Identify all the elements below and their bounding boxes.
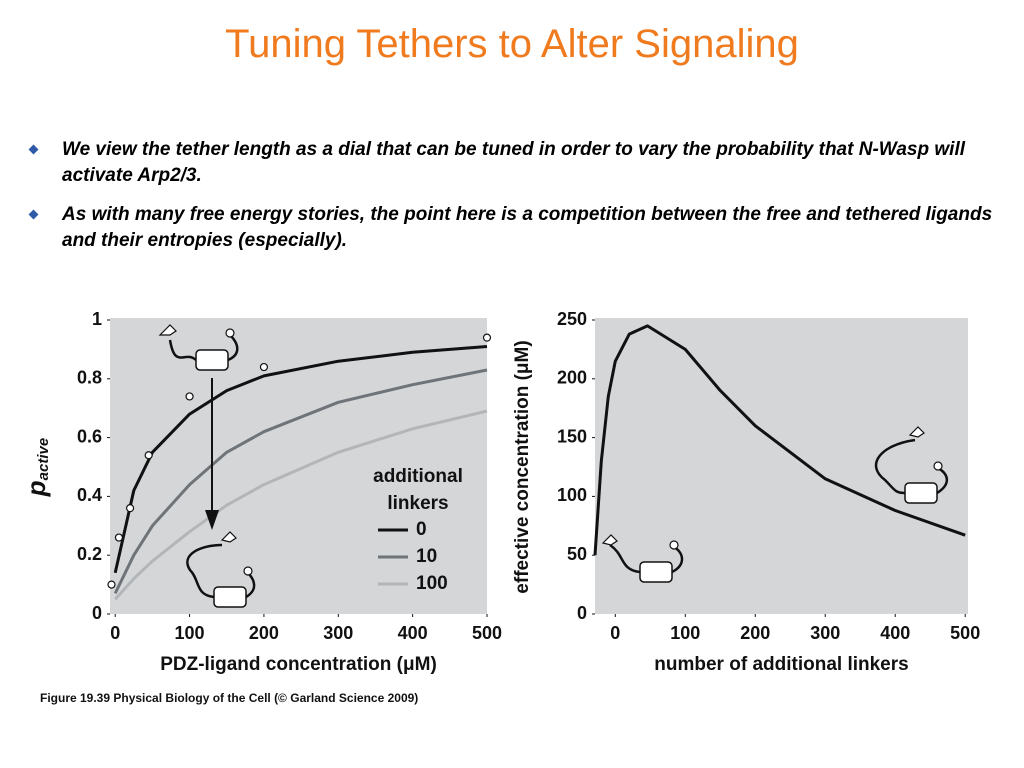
caption: Figure 19.39 Physical Biology of the Cel… — [40, 691, 418, 705]
x-tick-label: 500 — [950, 623, 980, 643]
y-tick-label: 0 — [577, 603, 587, 623]
data-point — [482, 333, 492, 342]
y-tick-label: 100 — [557, 485, 587, 505]
x-tick-label: 300 — [810, 623, 840, 643]
y-axis-label: pactive — [21, 438, 52, 497]
series-line — [113, 368, 488, 595]
y-tick-label: 0 — [92, 603, 102, 623]
data-point — [107, 580, 116, 589]
x-tick-label: 300 — [323, 623, 353, 643]
y-tick-label: 50 — [567, 544, 587, 564]
x-axis-label: PDZ-ligand concentration (μM) — [160, 654, 437, 675]
x-tick-label: 0 — [610, 623, 620, 643]
y-tick-label: 250 — [557, 309, 587, 329]
x-tick-label: 100 — [175, 623, 205, 643]
legend-title: linkers — [387, 493, 448, 514]
y-axis-label-sub: active — [35, 438, 52, 481]
x-tick-label: 400 — [880, 623, 910, 643]
series-line — [114, 409, 488, 601]
data-point — [114, 533, 124, 542]
x-tick-label: 200 — [740, 623, 770, 643]
y-axis-label-main: p — [21, 480, 51, 497]
legend-label: 100 — [416, 573, 448, 594]
legend-title: additional — [373, 466, 463, 487]
y-axis-label-main: effective concentration (μM) — [512, 340, 533, 593]
bullet-text: We view the tether length as a dial that… — [62, 139, 966, 186]
series-line — [593, 324, 966, 556]
x-tick-label: 100 — [670, 623, 700, 643]
x-tick-label: 0 — [110, 623, 120, 643]
y-tick-label: 0.4 — [77, 485, 102, 505]
data-point — [144, 451, 153, 460]
data-point — [125, 504, 135, 513]
bullet-text: As with many free energy stories, the po… — [62, 204, 993, 251]
x-tick-label: 500 — [472, 623, 502, 643]
y-tick-label: 0.2 — [77, 544, 102, 564]
legend-label: 0 — [416, 519, 427, 540]
legend-label: 10 — [416, 546, 437, 567]
data-point — [259, 362, 269, 372]
data-point — [185, 392, 194, 401]
icons — [158, 324, 949, 608]
x-axis-label: number of additional linkers — [654, 654, 908, 675]
plot-area — [110, 318, 487, 614]
y-tick-label: 0.8 — [77, 368, 102, 388]
x-tick-label: 400 — [398, 623, 428, 643]
y-tick-label: 200 — [557, 368, 587, 388]
y-tick-label: 1 — [92, 309, 102, 329]
y-axis-label: effective concentration (μM) — [512, 340, 533, 593]
y-tick-label: 0.6 — [77, 426, 102, 446]
slide-title: Tuning Tethers to Alter Signaling — [225, 22, 799, 66]
y-tick-label: 150 — [557, 426, 587, 446]
x-tick-label: 200 — [249, 623, 279, 643]
series-line — [113, 345, 488, 574]
